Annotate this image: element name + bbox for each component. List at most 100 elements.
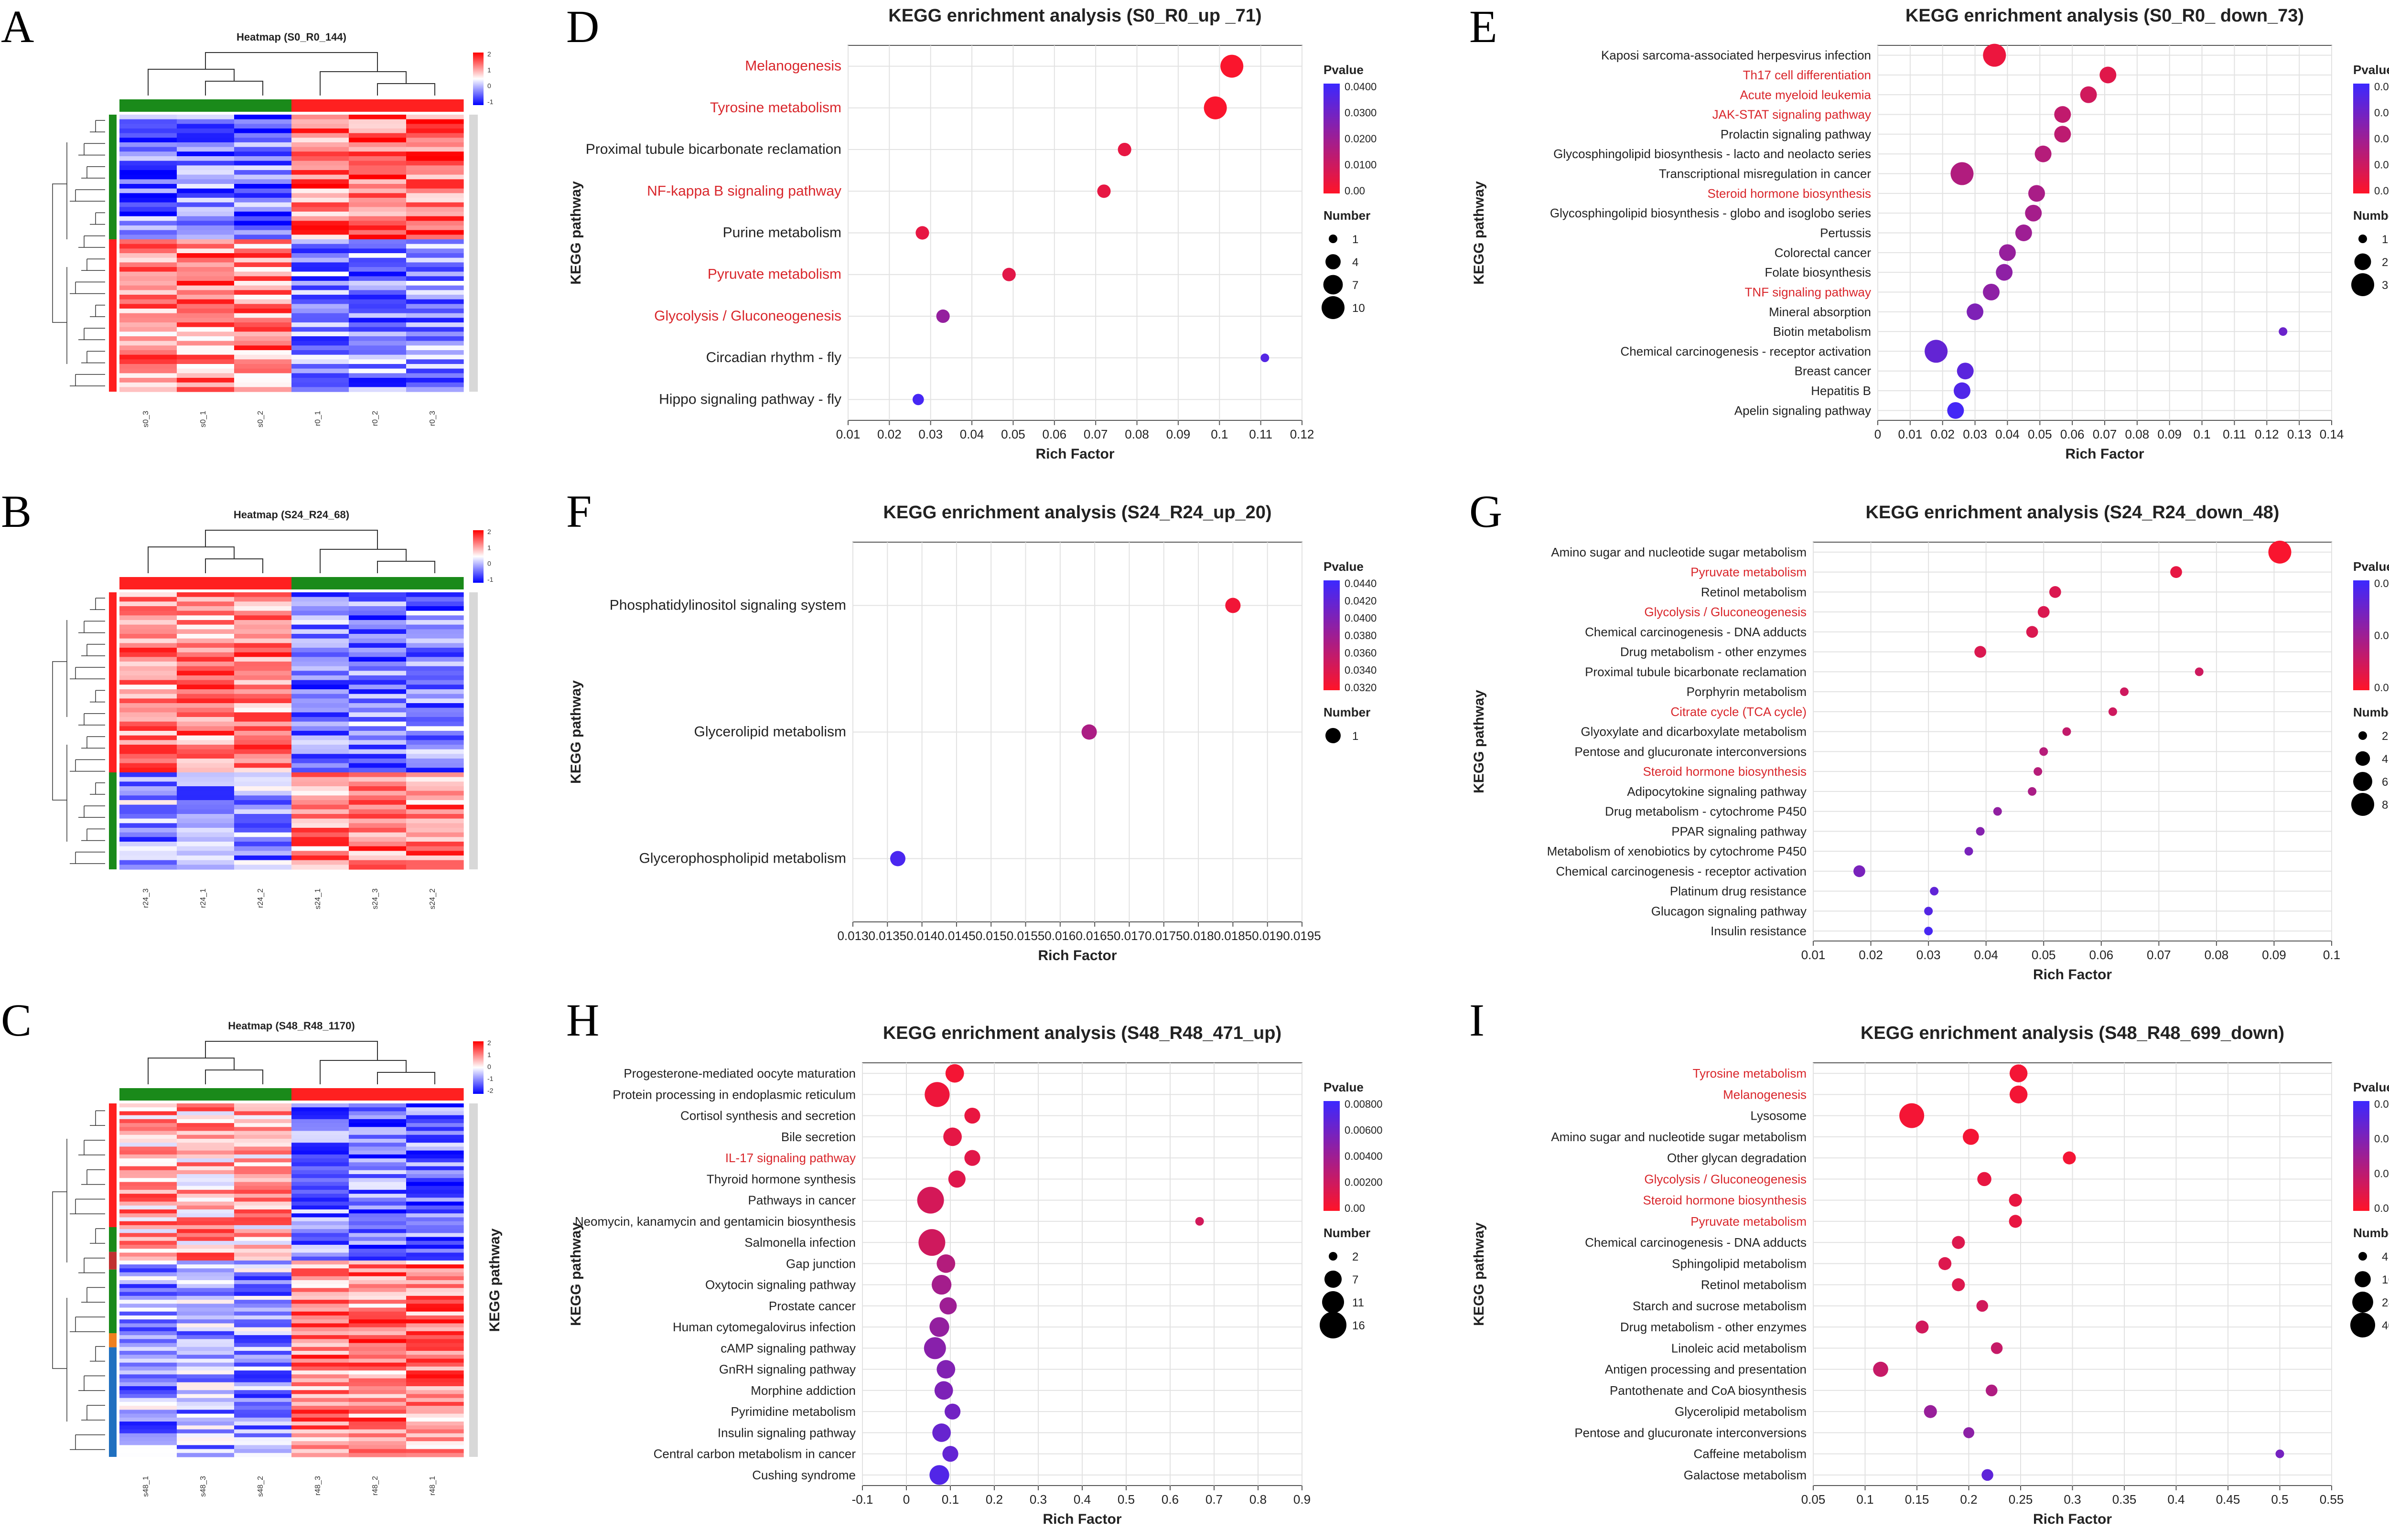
pathway-label: cAMP signaling pathway [721,1341,856,1355]
bubble-point [1976,827,1985,836]
bubble-point [2034,145,2052,162]
x-tick-label: 0.3 [1030,1492,1047,1507]
group-bar-cell [234,99,292,112]
bubble-point [932,1423,951,1442]
pathway-label: Morphine addiction [751,1383,856,1398]
pathway-label: Cushing syndrome [752,1468,856,1482]
grid-lines [1813,542,2332,941]
size-legend-label: 8 [2382,799,2388,812]
bubble-point [942,1446,958,1462]
column-dendrogram [148,530,435,573]
pathway-label: Mineral absorption [1769,305,1871,319]
bubble-point [1952,1278,1965,1292]
x-tick-label: 0.05 [2028,427,2052,441]
panel-letter-H: H [566,995,600,1046]
pathway-label: Linoleic acid metabolism [1671,1341,1807,1355]
pathway-label: Galactose metabolism [1684,1468,1807,1482]
pathway-label: Glyoxylate and dicarboxylate metabolism [1581,725,1807,739]
bubble-point [1976,1300,1988,1312]
pvalue-colorbar [2353,580,2369,690]
pathway-label: Porphyrin metabolism [1687,684,1807,699]
pvalue-colorbar [1324,580,1340,690]
x-tick-label: 0.07 [2093,427,2117,441]
heatmap-cells [119,592,464,870]
column-label: s48_1 [142,1476,150,1497]
size-legend-label: 4 [2382,1251,2388,1263]
column-label: s48_3 [199,1476,207,1497]
x-tick-label: 0.12 [1290,427,1314,441]
y-axis-label: KEGG pathway [568,181,584,285]
kegg-chart-G: KEGG enrichment analysis (S24_R24_down_4… [1471,503,2389,983]
size-legend-label: 2 [2382,256,2388,269]
pathway-label: Neomycin, kanamycin and gentamicin biosy… [575,1214,856,1229]
pathway-label: Sphingolipid metabolism [1672,1256,1807,1271]
column-label: s24_1 [314,888,322,909]
x-tick-label: 0.016 [1044,929,1076,943]
pathway-label: Amino sugar and nucleotide sugar metabol… [1551,545,1807,559]
pathway-label: Melanogenesis [1723,1087,1807,1102]
pvalue-tick: 0.0400 [1345,612,1377,624]
x-tick-label: 0.019 [1252,929,1283,943]
x-axis-label: Rich Factor [1035,446,1114,462]
x-tick-label: 0.1 [942,1492,959,1507]
pathway-label: Metabolism of xenobiotics by cytochrome … [1547,844,1807,858]
color-scale-tick: 1 [487,1051,491,1059]
legend-pvalue-title: Pvalue [2353,1080,2389,1094]
row-group-bar [109,1333,117,1348]
x-tick-label: 0.09 [1166,427,1191,441]
color-scale-tick: -1 [487,576,494,583]
x-tick-label: 0.12 [2255,427,2279,441]
group-bar-cell [349,1088,407,1101]
legend-pvalue-title: Pvalue [1324,559,1364,574]
column-label: r24_3 [142,888,150,908]
bubble-point [1991,1342,2003,1354]
x-tick-label: 0.08 [2205,948,2229,962]
size-legend-dot [2351,273,2374,296]
y-axis-label: KEGG pathway [1471,1222,1487,1326]
axis-label-kegg-pathway: KEGG pathway [487,1228,503,1332]
group-bar-cell [406,1088,464,1101]
bubble-point [1916,1320,1929,1334]
bubble-point [1985,1384,1998,1397]
size-legend-dot [2358,235,2367,243]
row-group-bar [109,1269,117,1333]
column-label: r0_1 [314,411,322,426]
pathway-label: TNF signaling pathway [1745,285,1871,299]
size-legend-dot [1325,254,1341,269]
pvalue-tick: 0.0400 [2374,107,2389,119]
bubble-point [2039,747,2048,756]
pathway-label: Chemical carcinogenesis - DNA adducts [1585,1235,1807,1250]
pathway-label: Starch and sucrose metabolism [1633,1299,1807,1313]
bubble-point [1204,96,1227,119]
bubble-point [2063,1151,2076,1165]
size-legend-dot [2358,1252,2367,1261]
size-legend-dot [1323,275,1343,295]
pathway-label: Glycosphingolipid biosynthesis - globo a… [1550,206,1871,220]
legend-pvalue-title: Pvalue [2353,63,2389,77]
bubble-point [1195,1217,1204,1226]
bubble-point [2108,707,2117,716]
pvalue-tick: 0.00 [1345,185,1365,197]
pathway-label: Pentose and glucuronate interconversions [1574,744,1807,759]
dendrogram-lines [52,1110,105,1450]
pvalue-tick: 0.0420 [1345,595,1377,607]
pathway-label: Circadian rhythm - fly [706,350,841,365]
pvalue-tick: 0.00400 [1345,1150,1383,1162]
kegg-chart-H: KEGG enrichment analysis (S48_R48_471_up… [568,1023,1383,1527]
size-legend-label: 16 [2382,1273,2389,1286]
row-dendrogram [52,598,105,864]
bubble-point [945,1064,964,1083]
pathway-label: Glucagon signaling pathway [1651,904,1807,918]
group-bar-cell [177,99,235,112]
dendrogram-lines [52,120,105,386]
x-tick-label: 0.01 [1801,948,1826,962]
size-legend-label: 40 [2382,1319,2389,1332]
bubble-point [912,394,924,406]
column-label: r24_2 [257,888,265,908]
bubble-point [2009,1194,2022,1207]
x-tick-label: 0 [903,1492,910,1507]
x-tick-label: 0.55 [2320,1492,2344,1507]
x-tick-label: 0.06 [1043,427,1067,441]
bubble-point [944,1403,961,1420]
